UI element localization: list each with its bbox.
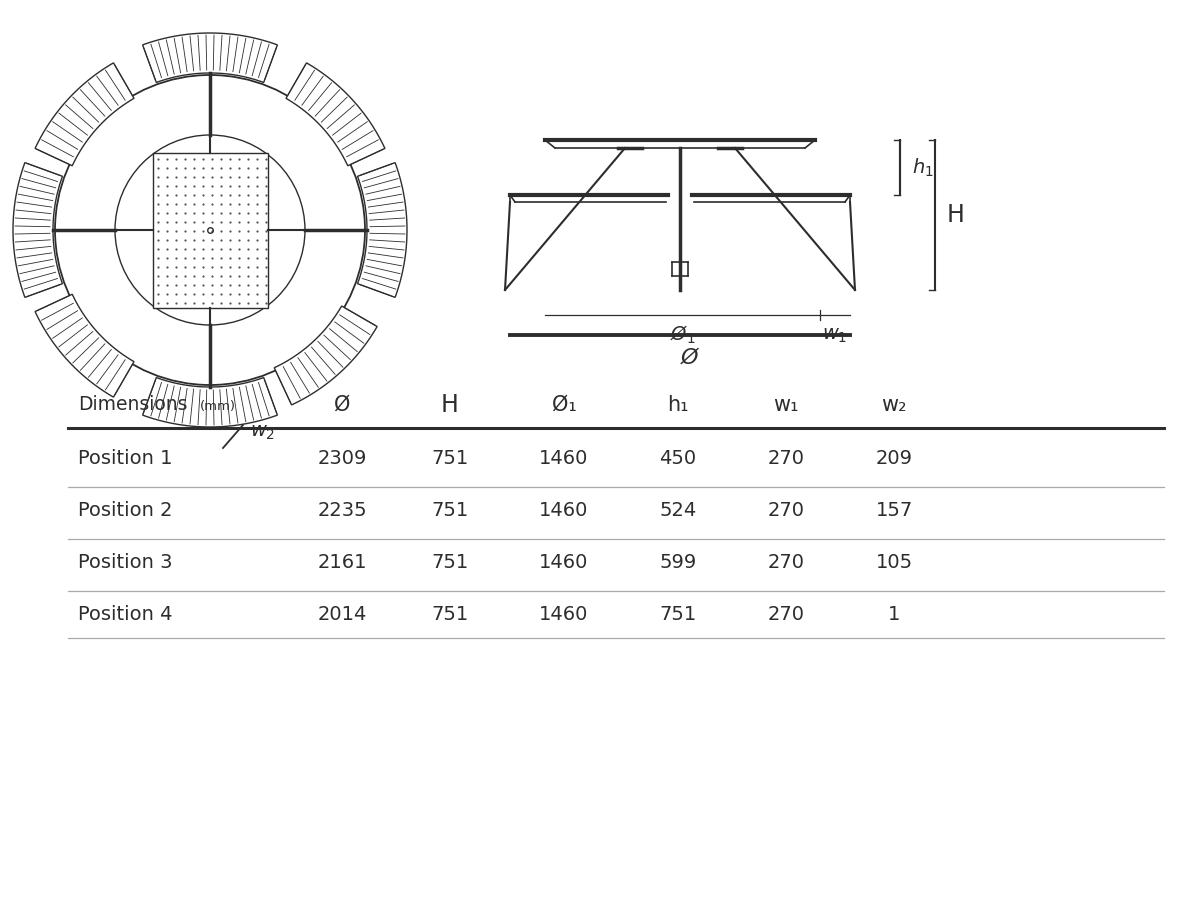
Text: 270: 270 bbox=[768, 448, 804, 467]
Text: Position 1: Position 1 bbox=[78, 448, 173, 467]
Text: Position 2: Position 2 bbox=[78, 500, 173, 519]
Polygon shape bbox=[358, 163, 407, 297]
Text: w₂: w₂ bbox=[881, 395, 907, 415]
Text: H: H bbox=[947, 203, 965, 227]
Text: 751: 751 bbox=[431, 553, 469, 572]
Text: $Ø$: $Ø$ bbox=[679, 346, 701, 367]
Polygon shape bbox=[35, 294, 134, 397]
Polygon shape bbox=[13, 163, 62, 297]
Text: 751: 751 bbox=[659, 605, 697, 624]
Text: Position 4: Position 4 bbox=[78, 605, 173, 624]
Polygon shape bbox=[143, 33, 277, 83]
Text: 270: 270 bbox=[768, 553, 804, 572]
Text: 751: 751 bbox=[431, 605, 469, 624]
Text: Ø₁: Ø₁ bbox=[552, 395, 576, 415]
Text: 270: 270 bbox=[768, 605, 804, 624]
Text: w₁: w₁ bbox=[773, 395, 799, 415]
Text: 1460: 1460 bbox=[539, 448, 589, 467]
Text: 450: 450 bbox=[660, 448, 696, 467]
Text: 599: 599 bbox=[659, 553, 697, 572]
Text: (mm): (mm) bbox=[200, 400, 236, 413]
Text: 2235: 2235 bbox=[317, 500, 367, 519]
Text: Dimensions: Dimensions bbox=[78, 395, 187, 415]
Text: Ø: Ø bbox=[334, 395, 350, 415]
Text: 2161: 2161 bbox=[317, 553, 367, 572]
Text: $w_2$: $w_2$ bbox=[250, 424, 275, 443]
Text: 1: 1 bbox=[888, 605, 900, 624]
Polygon shape bbox=[275, 306, 377, 405]
Text: 1460: 1460 bbox=[539, 500, 589, 519]
Text: 2309: 2309 bbox=[317, 448, 367, 467]
Text: 751: 751 bbox=[431, 500, 469, 519]
Text: H: H bbox=[442, 393, 458, 417]
Text: h₁: h₁ bbox=[667, 395, 689, 415]
Text: $h_1$: $h_1$ bbox=[912, 157, 934, 179]
Text: $w_1$: $w_1$ bbox=[822, 326, 847, 345]
Polygon shape bbox=[286, 63, 385, 166]
Text: 1460: 1460 bbox=[539, 605, 589, 624]
Text: 209: 209 bbox=[876, 448, 912, 467]
Text: 270: 270 bbox=[768, 500, 804, 519]
Text: 157: 157 bbox=[875, 500, 913, 519]
Text: 2014: 2014 bbox=[317, 605, 367, 624]
Text: 524: 524 bbox=[659, 500, 697, 519]
Text: 105: 105 bbox=[876, 553, 912, 572]
Polygon shape bbox=[35, 63, 134, 166]
Text: 1460: 1460 bbox=[539, 553, 589, 572]
Bar bbox=[152, 152, 268, 308]
Text: Position 3: Position 3 bbox=[78, 553, 173, 572]
Text: 751: 751 bbox=[431, 448, 469, 467]
Text: $Ø_1$: $Ø_1$ bbox=[670, 324, 695, 346]
Polygon shape bbox=[143, 377, 277, 427]
